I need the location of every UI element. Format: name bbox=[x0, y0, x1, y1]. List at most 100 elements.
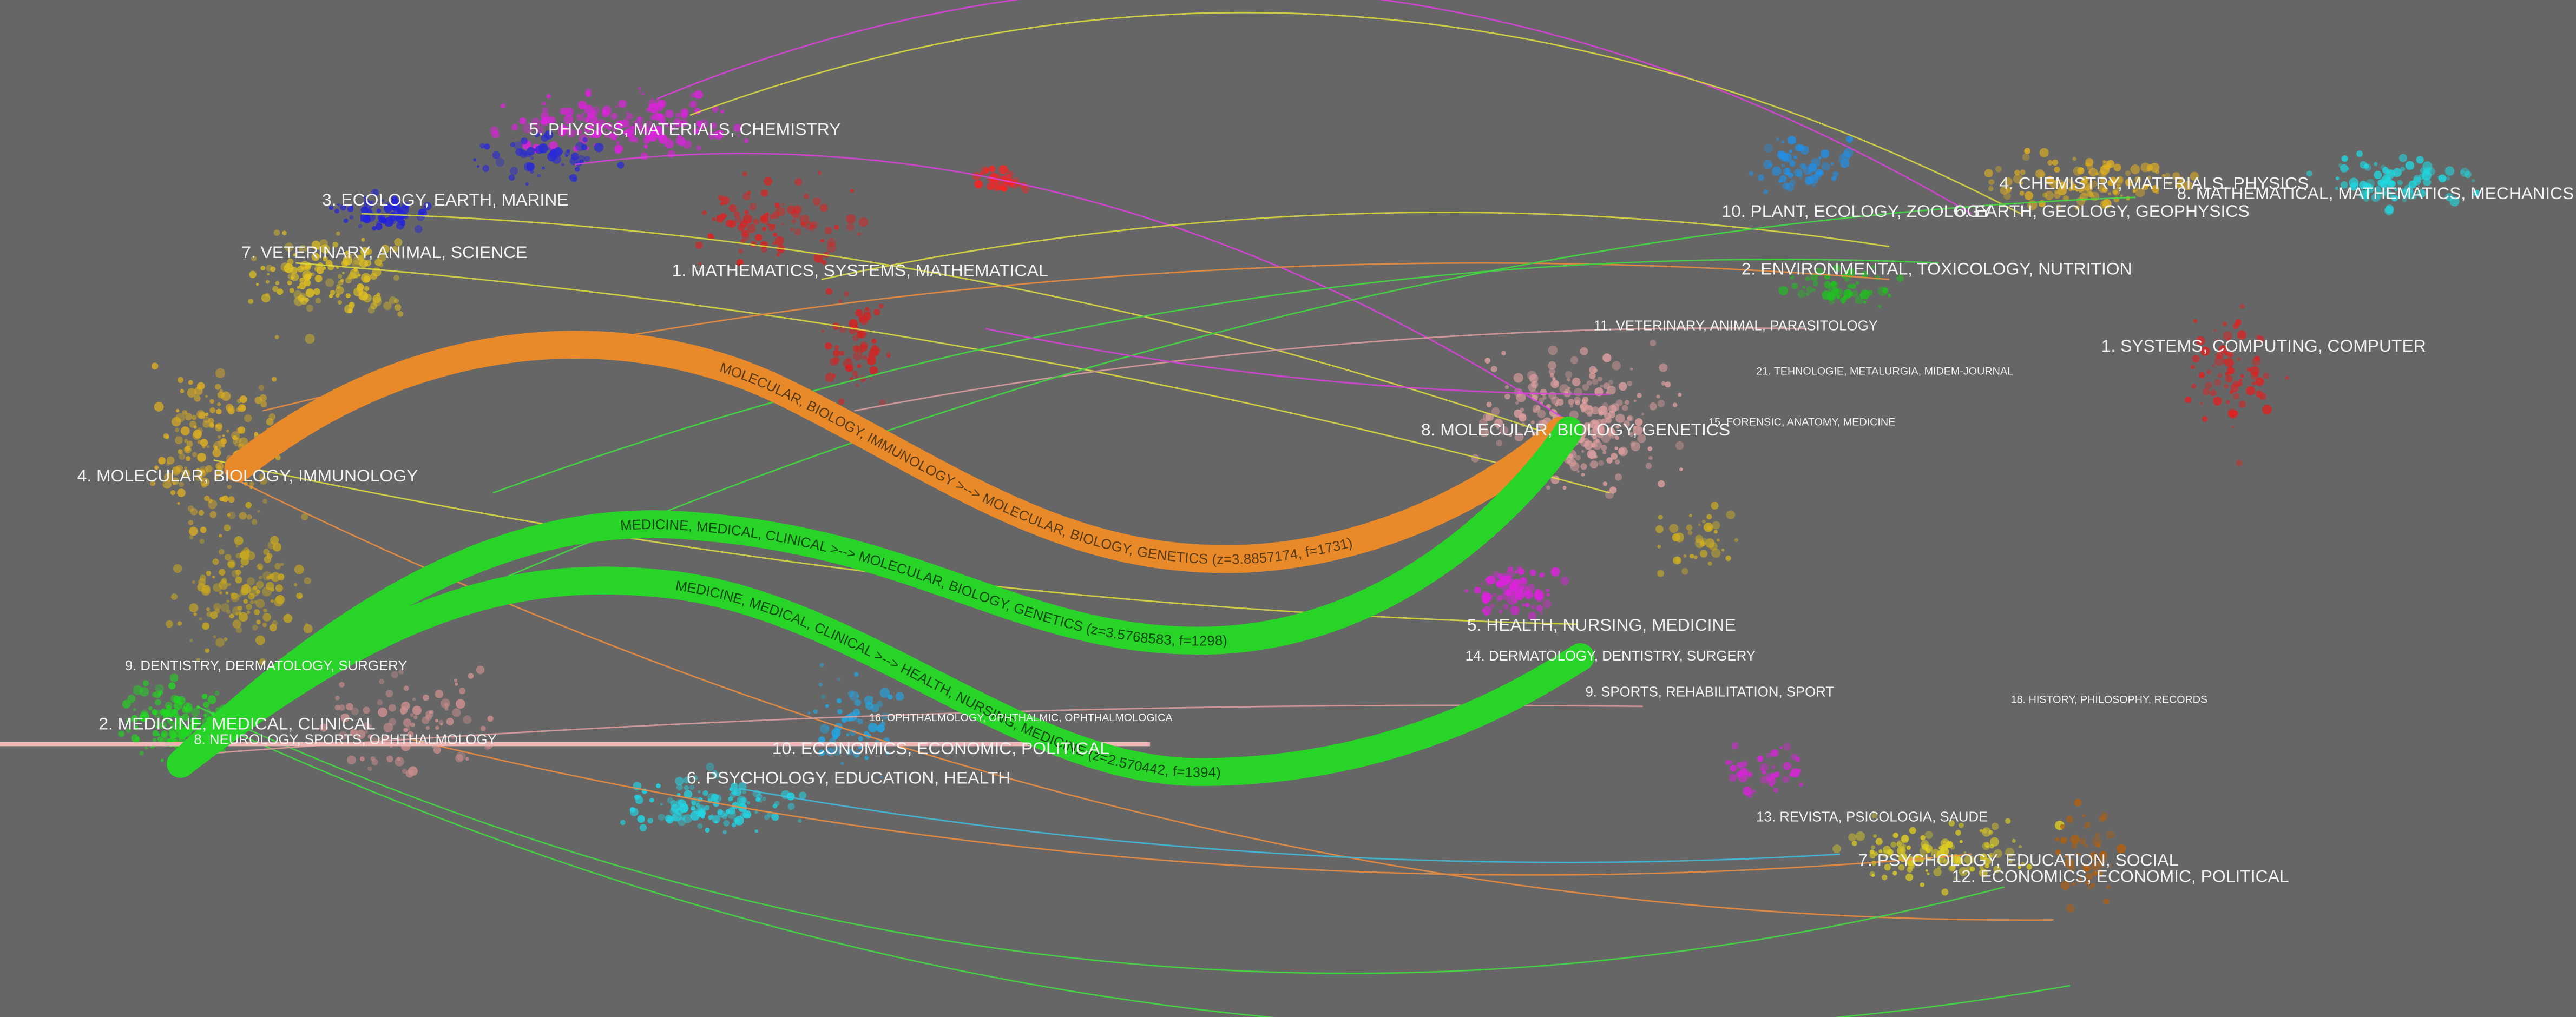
dot bbox=[658, 113, 664, 119]
dot bbox=[1669, 524, 1679, 533]
dot bbox=[334, 208, 339, 214]
dot bbox=[694, 90, 703, 100]
dot bbox=[2054, 190, 2059, 194]
dot bbox=[1602, 402, 1608, 409]
dot bbox=[2085, 822, 2091, 828]
dot bbox=[762, 796, 767, 801]
dot bbox=[594, 142, 604, 153]
dot bbox=[215, 638, 225, 647]
dot bbox=[2214, 356, 2224, 366]
dot bbox=[1657, 570, 1664, 577]
dot bbox=[1871, 874, 1875, 877]
dot bbox=[711, 793, 719, 801]
dot bbox=[376, 208, 382, 214]
dot bbox=[306, 305, 313, 312]
dot bbox=[2185, 397, 2192, 404]
dot bbox=[315, 298, 321, 303]
dot bbox=[635, 796, 643, 804]
dot bbox=[1649, 402, 1657, 411]
dot bbox=[299, 282, 306, 290]
dot bbox=[2102, 187, 2108, 193]
dot bbox=[1771, 765, 1776, 769]
dot bbox=[311, 240, 321, 250]
dot bbox=[389, 704, 396, 712]
dot bbox=[980, 171, 984, 176]
dot bbox=[1535, 588, 1540, 593]
dot bbox=[1729, 774, 1737, 782]
dot bbox=[270, 599, 274, 603]
dot bbox=[633, 120, 643, 130]
dot bbox=[1890, 841, 1897, 848]
dot bbox=[378, 214, 386, 222]
dot bbox=[259, 394, 267, 402]
dot bbox=[595, 117, 598, 121]
dot bbox=[2205, 381, 2212, 389]
dot bbox=[255, 599, 265, 609]
dot bbox=[1516, 392, 1526, 402]
dot bbox=[1797, 768, 1802, 773]
dot bbox=[209, 511, 217, 518]
dot bbox=[218, 439, 226, 447]
dot bbox=[1615, 459, 1620, 465]
dot bbox=[864, 308, 871, 315]
dot bbox=[236, 407, 241, 412]
dot bbox=[589, 123, 595, 129]
dot bbox=[376, 220, 382, 226]
dot bbox=[2335, 176, 2340, 180]
dot bbox=[747, 224, 757, 233]
dot bbox=[1896, 854, 1900, 857]
dot bbox=[2384, 189, 2393, 199]
dot bbox=[804, 221, 814, 230]
dot bbox=[1789, 179, 1796, 186]
dot bbox=[240, 565, 244, 568]
dot bbox=[148, 706, 153, 711]
dot bbox=[335, 286, 344, 295]
dot bbox=[228, 561, 235, 568]
dot bbox=[754, 829, 758, 833]
dot bbox=[2060, 881, 2070, 890]
dot bbox=[821, 329, 825, 333]
dot bbox=[763, 177, 773, 186]
dot bbox=[821, 694, 826, 699]
dot bbox=[394, 205, 399, 210]
dot bbox=[2120, 194, 2123, 197]
dot bbox=[887, 354, 890, 358]
dot bbox=[2013, 174, 2023, 184]
dot bbox=[351, 707, 359, 716]
dot bbox=[741, 797, 747, 803]
dot bbox=[2235, 319, 2242, 326]
dot bbox=[215, 384, 221, 390]
dot bbox=[1597, 377, 1602, 382]
cluster-label: 8. MATHEMATICAL, MATHEMATICS, MECHANICS bbox=[2177, 183, 2574, 203]
dot bbox=[1749, 170, 1754, 176]
dot bbox=[1701, 519, 1706, 524]
dot bbox=[173, 564, 182, 573]
dot bbox=[372, 226, 377, 231]
dot bbox=[156, 692, 161, 697]
dot bbox=[2054, 166, 2060, 173]
dot bbox=[2389, 180, 2396, 187]
dot bbox=[1647, 446, 1653, 451]
dot bbox=[581, 144, 588, 151]
dot bbox=[1812, 184, 1816, 187]
dot bbox=[222, 434, 225, 438]
dot bbox=[1491, 407, 1500, 415]
dot bbox=[684, 790, 693, 799]
dot bbox=[691, 93, 696, 98]
dot bbox=[1842, 151, 1851, 161]
dot bbox=[1530, 381, 1539, 388]
dot bbox=[337, 274, 343, 279]
dot bbox=[1504, 393, 1510, 400]
dot bbox=[819, 663, 824, 668]
dot bbox=[852, 371, 858, 377]
dot bbox=[1871, 845, 1875, 850]
dot bbox=[235, 569, 241, 576]
dot bbox=[188, 380, 193, 385]
dot bbox=[1877, 305, 1882, 308]
dot bbox=[385, 690, 393, 697]
dot bbox=[227, 484, 232, 489]
dot bbox=[2100, 178, 2105, 183]
dot bbox=[1542, 395, 1547, 400]
dot bbox=[189, 526, 198, 536]
dot bbox=[2341, 155, 2348, 162]
